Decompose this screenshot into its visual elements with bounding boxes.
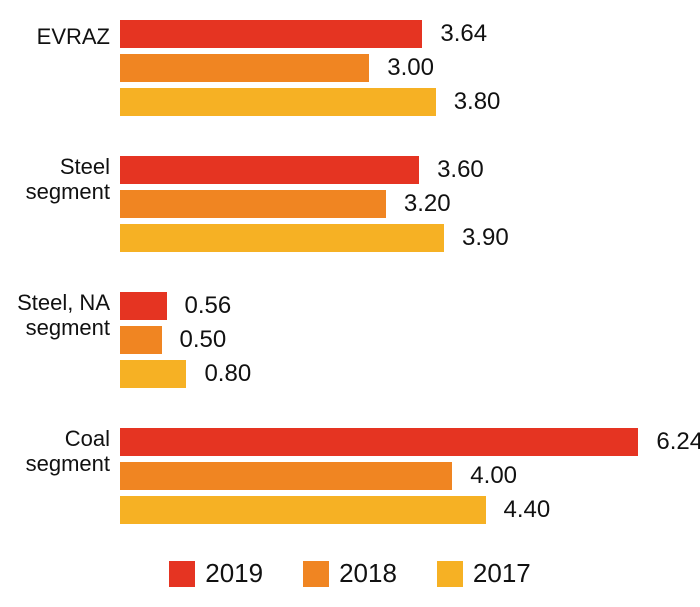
- category-label: Coal segment: [26, 426, 110, 477]
- bar-group: 3.60 3.20 3.90: [120, 156, 660, 258]
- bar-2018: [120, 54, 369, 82]
- bar-2018: [120, 326, 162, 354]
- legend-swatch-2017: [437, 561, 463, 587]
- bar-row: 3.00: [120, 54, 660, 82]
- category-label: Steel, NA segment: [17, 290, 110, 341]
- bar-2018: [120, 190, 386, 218]
- category-label: Steel segment: [26, 154, 110, 205]
- bar-row: 3.20: [120, 190, 660, 218]
- legend-label: 2017: [473, 558, 531, 589]
- bar-2017: [120, 360, 186, 388]
- bar-row: 0.50: [120, 326, 660, 354]
- legend-item-2018: 2018: [303, 558, 397, 589]
- bar-row: 3.60: [120, 156, 660, 184]
- bar-row: 3.80: [120, 88, 660, 116]
- segment-bar-chart: EVRAZ Steel segment Steel, NA segment Co…: [0, 0, 700, 607]
- legend-swatch-2018: [303, 561, 329, 587]
- legend-label: 2019: [205, 558, 263, 589]
- bar-value-label: 3.60: [437, 156, 484, 184]
- bar-row: 4.40: [120, 496, 660, 524]
- bar-row: 3.64: [120, 20, 660, 48]
- bar-row: 6.24: [120, 428, 660, 456]
- bar-value-label: 0.56: [185, 292, 232, 320]
- legend-item-2019: 2019: [169, 558, 263, 589]
- bar-value-label: 0.80: [204, 360, 251, 388]
- bar-2017: [120, 496, 486, 524]
- bar-2019: [120, 20, 422, 48]
- legend-swatch-2019: [169, 561, 195, 587]
- bar-2019: [120, 292, 167, 320]
- legend-label: 2018: [339, 558, 397, 589]
- bar-group: 0.56 0.50 0.80: [120, 292, 660, 394]
- bar-2017: [120, 224, 444, 252]
- bar-2018: [120, 462, 452, 490]
- bar-value-label: 4.00: [470, 462, 517, 490]
- bar-row: 3.90: [120, 224, 660, 252]
- bar-value-label: 3.20: [404, 190, 451, 218]
- bar-value-label: 0.50: [180, 326, 227, 354]
- bar-value-label: 4.40: [504, 496, 551, 524]
- bar-2017: [120, 88, 436, 116]
- legend: 2019 2018 2017: [0, 558, 700, 589]
- bar-value-label: 3.80: [454, 88, 501, 116]
- bar-row: 0.56: [120, 292, 660, 320]
- bar-value-label: 3.90: [462, 224, 509, 252]
- category-label: EVRAZ: [37, 24, 110, 49]
- bar-2019: [120, 156, 419, 184]
- bar-2019: [120, 428, 638, 456]
- plot-area: 3.64 3.00 3.80 3.60 3.20 3.90: [120, 20, 660, 540]
- bar-row: 4.00: [120, 462, 660, 490]
- legend-item-2017: 2017: [437, 558, 531, 589]
- bar-value-label: 6.24: [656, 428, 700, 456]
- bar-group: 3.64 3.00 3.80: [120, 20, 660, 122]
- bar-value-label: 3.00: [387, 54, 434, 82]
- bar-row: 0.80: [120, 360, 660, 388]
- bar-group: 6.24 4.00 4.40: [120, 428, 660, 530]
- bar-value-label: 3.64: [440, 20, 487, 48]
